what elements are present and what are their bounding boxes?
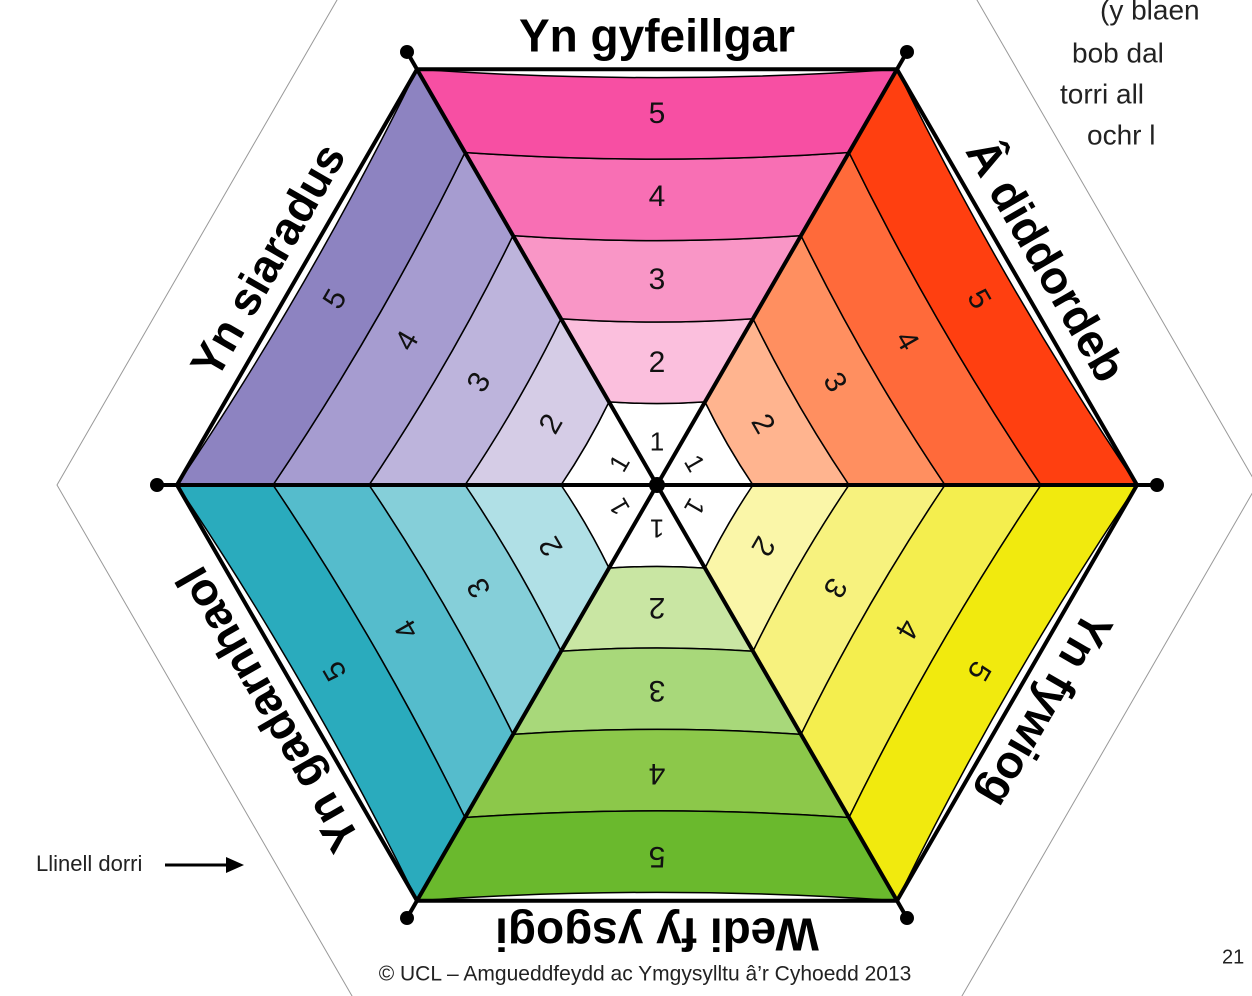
center-dot [649, 477, 665, 493]
level-number: 3 [649, 674, 666, 707]
outer-edge [175, 68, 419, 487]
side-note: (y blaen [1100, 0, 1200, 25]
cut-line-label: Llinell dorri [36, 851, 142, 876]
spoke [655, 483, 909, 920]
side-note: ochr l [1087, 119, 1155, 150]
dot [400, 911, 414, 926]
side-note: torri all [1060, 78, 1144, 109]
level-number: 4 [649, 180, 666, 213]
spoke [405, 483, 659, 920]
cut-line [56, 0, 1252, 996]
dot [1150, 478, 1164, 492]
arrow-head [226, 857, 244, 873]
copyright: © UCL – Amgueddfeydd ac Ymgysylltu â’r C… [379, 963, 912, 986]
sector-title: Yn gyfeillgar [519, 9, 795, 61]
level-number: 2 [649, 346, 666, 379]
dot [400, 44, 414, 59]
outer-edge [895, 484, 1139, 902]
dot [150, 478, 164, 492]
spoke [655, 50, 909, 486]
level-number: 4 [649, 757, 666, 790]
page-number: 21 [1222, 946, 1244, 968]
level-number: 5 [649, 840, 666, 873]
dot [900, 44, 914, 59]
dot [900, 911, 914, 926]
side-note: bob dal [1072, 37, 1164, 68]
outer-edge [175, 484, 419, 902]
outer-edge [895, 68, 1139, 487]
level-number: 2 [649, 591, 666, 624]
spoke [405, 50, 659, 486]
level-number: 1 [650, 514, 664, 544]
level-number: 1 [650, 426, 664, 456]
level-number: 5 [649, 97, 666, 130]
sector-title: Wedi fy ysgogi [495, 909, 819, 961]
level-number: 3 [649, 263, 666, 296]
